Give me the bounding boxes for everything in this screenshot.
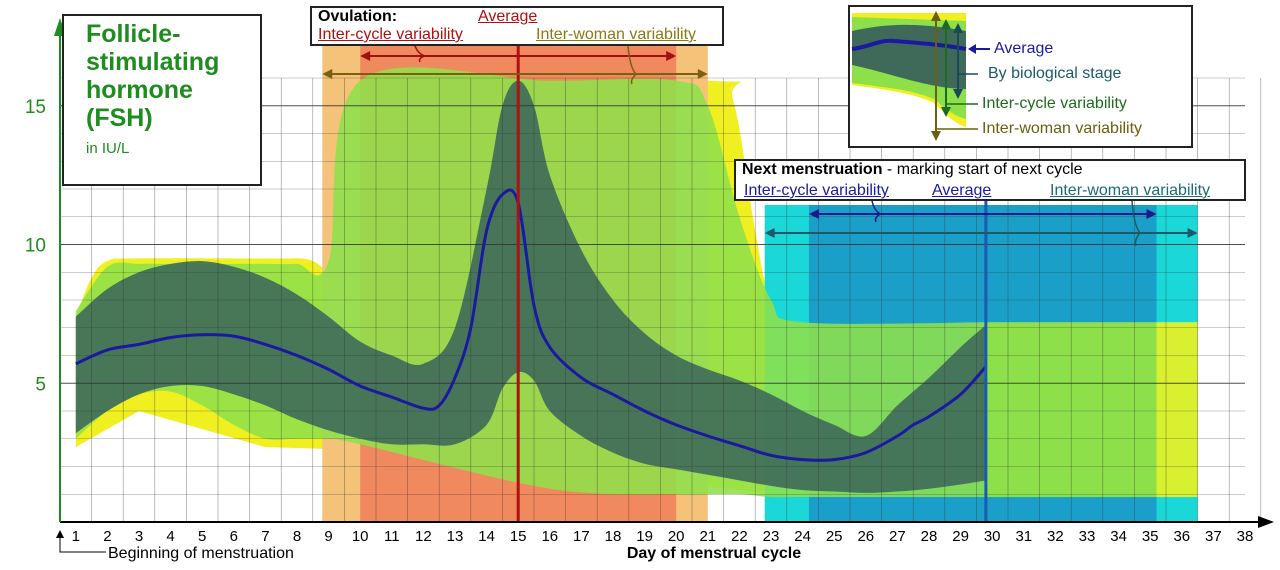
menstruation-start-bracket: [59, 534, 106, 553]
x-tick-label: 12: [415, 528, 432, 545]
legend-box: Average By biological stage Inter-cycle …: [848, 5, 1193, 148]
legend-by-stage-arrowhead-bottom: [953, 89, 963, 99]
menstruation-start-arrow: [56, 530, 64, 538]
legend-inter-woman-arrowhead-top: [931, 11, 941, 21]
ovulation-inter-woman-arrow-head-right: [697, 69, 708, 79]
x-tick-label: 38: [1237, 528, 1254, 545]
x-tick-label: 3: [135, 528, 143, 545]
next-menstruation-rest: - marking start of next cycle: [882, 161, 1083, 178]
next-menstruation-title: Next menstruation - marking start of nex…: [742, 161, 1083, 179]
unit-label: in IU/L: [86, 140, 130, 157]
x-tick-label: 9: [324, 528, 332, 545]
legend-inter-cycle-arrowhead-bottom: [941, 107, 951, 117]
x-tick-label: 4: [166, 528, 174, 545]
x-tick-label: 37: [1205, 528, 1222, 545]
x-tick-label: 2: [103, 528, 111, 545]
x-tick-label: 13: [447, 528, 464, 545]
x-tick-label: 24: [794, 528, 811, 545]
y-tick-label: 15: [25, 97, 46, 118]
chart-title: Follicle- stimulating hormone (FSH): [86, 20, 220, 132]
ovulation-inter-cycle-arrow-head-right: [666, 51, 677, 61]
x-tick-label: 34: [1110, 528, 1127, 545]
legend-inter-woman-arrowhead-bottom: [931, 131, 941, 141]
x-tick-label: 27: [889, 528, 906, 545]
x-tick-label: 7: [261, 528, 269, 545]
x-tick-label: 29: [952, 528, 969, 545]
x-tick-label: 16: [541, 528, 558, 545]
x-tick-label: 36: [1173, 528, 1190, 545]
menstruation-inter-cycle-brace: [871, 200, 882, 223]
x-tick-label: 30: [984, 528, 1001, 545]
legend-inter-cycle-arrowhead-top: [941, 19, 951, 29]
ovulation-inter-cycle-label: Inter-cycle variability: [318, 26, 463, 43]
next-menstruation-heading: Next menstruation: [742, 161, 883, 178]
menstruation-inter-woman-arrow: [764, 228, 1198, 238]
x-tick-label: 25: [826, 528, 843, 545]
x-tick-label: 10: [352, 528, 369, 545]
ovulation-heading: Ovulation:: [318, 8, 398, 25]
x-start-label: Beginning of menstruation: [108, 545, 294, 562]
x-tick-label: 15: [510, 528, 527, 545]
y-tick-labels: 5 10 15: [25, 97, 46, 396]
y-tick-label: 5: [35, 374, 46, 395]
menstruation-inter-cycle-arrow-head-left: [808, 209, 819, 219]
next-menstruation-label-box: Next menstruation - marking start of nex…: [734, 159, 1246, 201]
x-tick-label: 22: [731, 528, 748, 545]
menstruation-inter-cycle-arrow: [808, 209, 1157, 219]
x-tick-label: 33: [1079, 528, 1096, 545]
x-tick-label: 14: [478, 528, 495, 545]
legend-inter-cycle-label: Inter-cycle variability: [982, 95, 1127, 112]
menstruation-inter-cycle-label: Inter-cycle variability: [744, 182, 889, 199]
x-tick-label: 20: [668, 528, 685, 545]
x-tick-label: 17: [573, 528, 590, 545]
y-tick-label: 10: [25, 236, 46, 257]
x-tick-label: 19: [636, 528, 653, 545]
menstruation-average-label: Average: [932, 182, 992, 199]
ovulation-label-box: Ovulation: Average Inter-cycle variabili…: [310, 6, 724, 46]
menstruation-inter-woman-brace: [1131, 200, 1141, 247]
legend-by-stage-arrowhead-top: [953, 23, 963, 33]
x-tick-label: 11: [384, 528, 400, 545]
ovulation-inter-woman-brace: [627, 45, 638, 85]
x-tick-label: 1: [72, 528, 80, 545]
ovulation-inter-cycle-arrow-head-left: [360, 51, 371, 61]
x-tick-label: 31: [1015, 528, 1032, 545]
legend-average-label: Average: [994, 40, 1054, 57]
menstruation-inter-woman-label: Inter-woman variability: [1050, 182, 1211, 199]
x-tick-label: 6: [230, 528, 238, 545]
x-tick-label: 23: [763, 528, 780, 545]
x-axis-arrow: [1258, 516, 1274, 528]
cycle-markers: [75, 22, 1198, 522]
ovulation-inter-woman-arrow-head-left: [322, 69, 333, 79]
x-tick-label: 26: [857, 528, 874, 545]
x-tick-label: 5: [198, 528, 206, 545]
legend-by-stage-label: By biological stage: [988, 65, 1122, 82]
inter-woman-variability-extension: [1156, 322, 1198, 498]
legend-swatch: [851, 11, 990, 141]
ovulation-inter-cycle-arrow: [360, 51, 677, 61]
legend-average-arrowhead: [968, 44, 976, 54]
menstruation-inter-woman-arrow-head-right: [1187, 228, 1198, 238]
x-tick-label: 21: [699, 528, 716, 545]
x-tick-label: 28: [921, 528, 938, 545]
ovulation-inter-cycle-brace: [414, 45, 428, 63]
x-tick-label: 35: [1142, 528, 1159, 545]
menstruation-inter-woman-arrow-head-left: [764, 228, 775, 238]
legend-average-swatch: [851, 38, 967, 51]
x-axis-label: Day of menstrual cycle: [627, 545, 801, 562]
x-tick-labels: 1 2 3 4 5 6 7 8 9 10 11 12 13 14 15 16 17 18 19 20 21 22 23 24 2…: [72, 528, 1254, 545]
ovulation-inter-woman-label: Inter-woman variability: [536, 26, 697, 43]
legend-inter-woman-label: Inter-woman variability: [982, 120, 1143, 137]
menstruation-inter-cycle-arrow-head-right: [1146, 209, 1157, 219]
x-tick-label: 32: [1047, 528, 1064, 545]
ovulation-inter-woman-arrow: [322, 69, 708, 79]
x-tick-label: 18: [605, 528, 622, 545]
x-tick-label: 8: [293, 528, 301, 545]
chart-title-box: Follicle- stimulating hormone (FSH) in I…: [62, 14, 262, 186]
ovulation-average-label: Average: [478, 8, 538, 25]
